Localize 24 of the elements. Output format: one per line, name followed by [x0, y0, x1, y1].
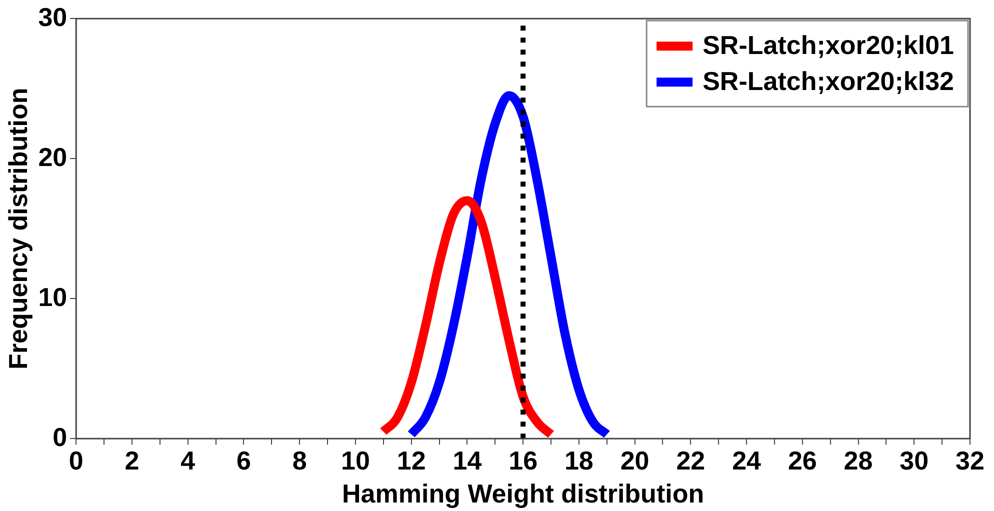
- x-tick-label: 28: [844, 445, 873, 476]
- x-axis-title: Hamming Weight distribution: [342, 478, 704, 509]
- x-tick-label: 20: [620, 445, 650, 476]
- x-tick-label: 14: [452, 445, 482, 476]
- legend-label: SR-Latch;xor20;kl01: [702, 30, 954, 60]
- x-tick-label: 32: [956, 445, 984, 476]
- y-tick-label: 30: [38, 2, 68, 32]
- x-tick-label: 8: [292, 445, 307, 476]
- x-tick-label: 6: [236, 445, 251, 476]
- y-axis-title: Frequency distribution: [2, 88, 33, 370]
- x-tick-label: 2: [124, 445, 140, 476]
- x-tick-label: 30: [900, 445, 929, 476]
- x-tick-label: 16: [508, 445, 538, 476]
- x-tick-label: 12: [396, 445, 426, 476]
- x-tick-label: 4: [180, 445, 196, 476]
- x-tick-label: 18: [564, 445, 594, 476]
- x-tick-label: 24: [732, 445, 762, 476]
- y-tick-label: 0: [52, 422, 68, 452]
- x-tick-label: 10: [340, 445, 370, 476]
- x-tick-label: 26: [788, 445, 817, 476]
- legend-label: SR-Latch;xor20;kl32: [702, 66, 954, 96]
- x-tick-label: 22: [676, 445, 706, 476]
- y-tick-label: 20: [38, 142, 68, 172]
- y-tick-label: 10: [38, 282, 68, 312]
